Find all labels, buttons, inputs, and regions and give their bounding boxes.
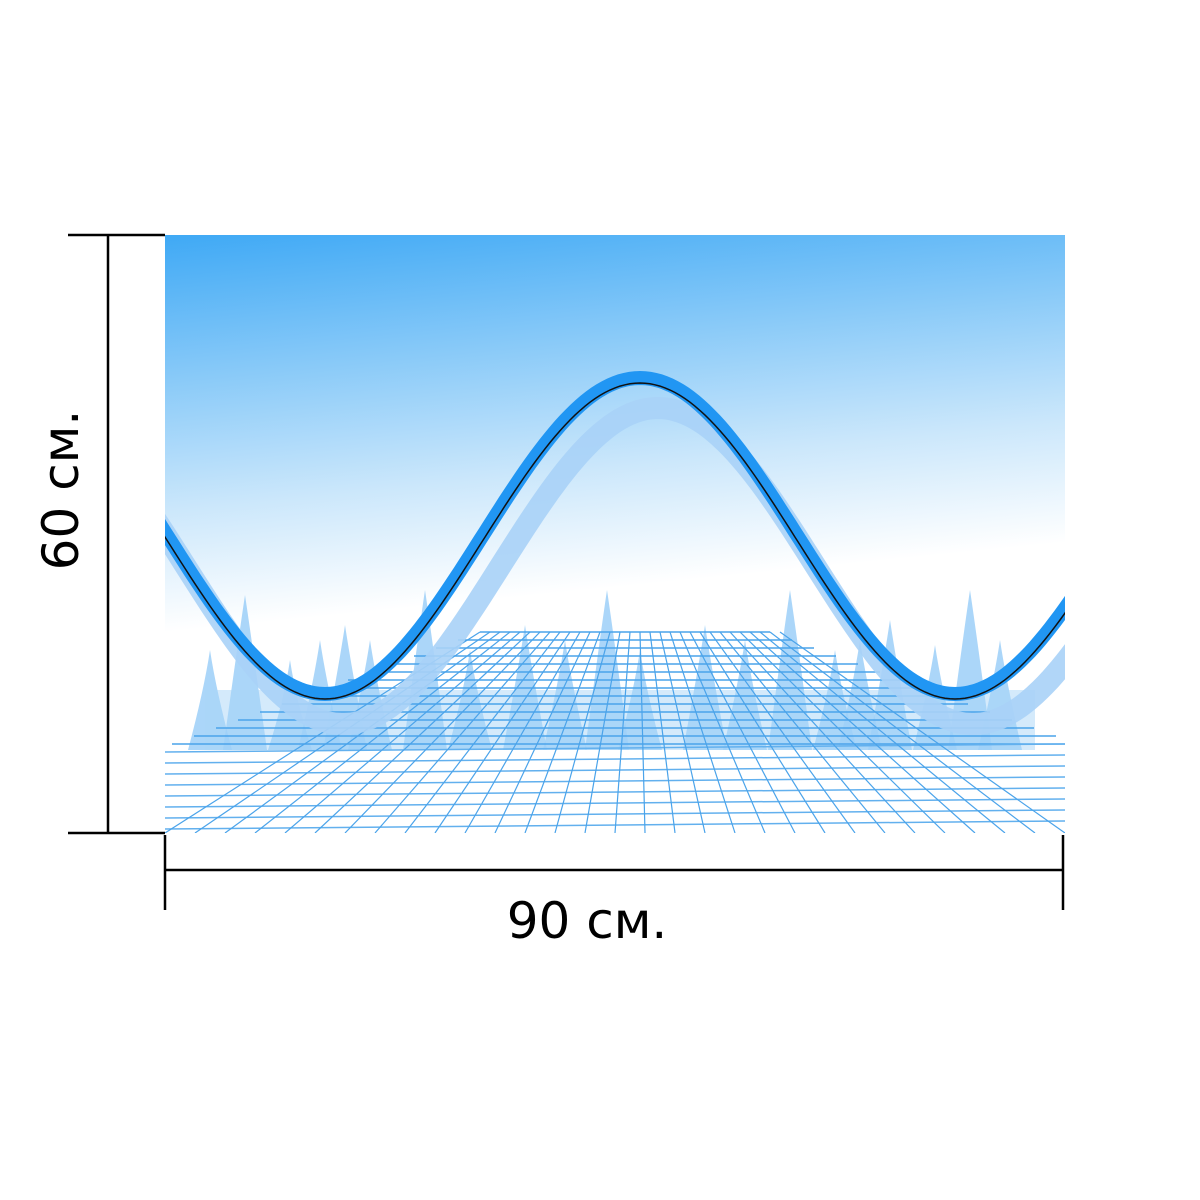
grid-row: [165, 754, 1065, 764]
grid-col: [554, 631, 611, 833]
width-label: 90 см.: [507, 892, 668, 950]
grid-col: [759, 631, 1006, 833]
grid-col: [739, 631, 946, 833]
grid-col: [404, 631, 561, 833]
height-dimension: 60 см.: [32, 233, 165, 835]
grid-col: [779, 631, 1065, 833]
artwork: [165, 235, 1065, 833]
grid-col: [729, 631, 916, 833]
grid-col: [524, 631, 601, 833]
grid-row: [165, 809, 1065, 819]
grid-col: [464, 631, 581, 833]
grid-col: [374, 631, 551, 833]
grid-row: [165, 765, 1065, 775]
grid-col: [284, 631, 521, 833]
grid-row: [165, 787, 1065, 797]
grid-col: [584, 631, 621, 833]
grid-col: [689, 631, 796, 833]
grid-col: [314, 631, 531, 833]
grid-col: [344, 631, 541, 833]
grid-col: [719, 631, 886, 833]
wave-line: [165, 382, 1065, 700]
grid-col: [659, 631, 706, 833]
grid-col: [224, 631, 501, 833]
grid-col: [254, 631, 511, 833]
wave: [165, 370, 1065, 702]
grid-row: [165, 776, 1065, 786]
grid-col: [494, 631, 591, 833]
grid-col: [749, 631, 976, 833]
height-label: 60 см.: [32, 410, 90, 571]
grid-col: [769, 631, 1036, 833]
grid-col: [669, 631, 736, 833]
grid: [165, 631, 1065, 833]
grid-col: [709, 631, 856, 833]
width-dimension: 90 см.: [163, 835, 1065, 950]
grid-col: [699, 631, 826, 833]
grid-col: [434, 631, 571, 833]
grid-col: [649, 631, 676, 833]
wave-light: [165, 396, 1065, 736]
grid-col: [614, 631, 631, 833]
grid-col: [679, 631, 766, 833]
grid-col: [639, 631, 646, 833]
grid-row: [165, 798, 1065, 808]
